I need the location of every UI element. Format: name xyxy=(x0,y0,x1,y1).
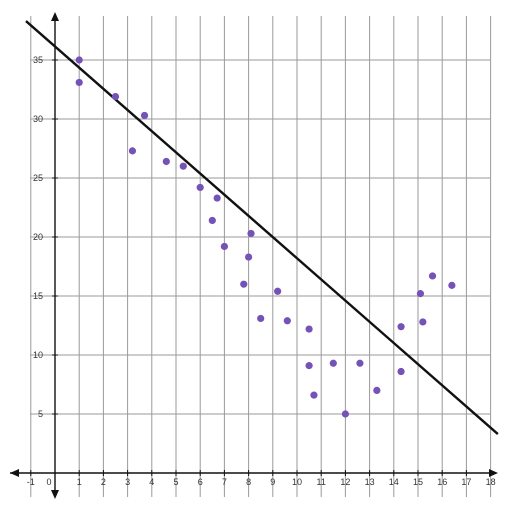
x-tick-label-5: 5 xyxy=(173,477,178,487)
data-point-6 xyxy=(162,157,170,166)
x-tick-label-13: 13 xyxy=(365,477,375,487)
data-point-4 xyxy=(128,147,137,155)
data-point-2 xyxy=(75,78,83,87)
data-point-8 xyxy=(196,183,204,192)
x-tick-label-8: 8 xyxy=(246,477,251,487)
data-point-7 xyxy=(179,162,187,170)
data-points xyxy=(75,56,456,418)
data-point-16 xyxy=(274,287,282,295)
x-tick-label--1: -1 xyxy=(27,477,35,487)
data-point-19 xyxy=(305,362,313,370)
data-point-18 xyxy=(305,325,313,333)
x-tick-label-16: 16 xyxy=(437,477,447,487)
data-point-12 xyxy=(240,280,248,288)
x-tick-label-15: 15 xyxy=(413,477,423,487)
y-tick-labels: 5 10 15 20 25 30 35 xyxy=(33,55,43,419)
data-point-21 xyxy=(329,359,337,367)
data-point-23 xyxy=(356,359,364,367)
y-tick-label-20: 20 xyxy=(33,232,43,242)
x-tick-label-11: 11 xyxy=(317,477,326,487)
data-point-14 xyxy=(247,229,255,238)
y-tick-label-15: 15 xyxy=(33,291,43,301)
data-point-24 xyxy=(373,386,381,394)
data-point-25 xyxy=(397,367,405,376)
y-tick-label-25: 25 xyxy=(33,173,43,183)
x-tick-label-4: 4 xyxy=(149,477,154,487)
y-tick-label-5: 5 xyxy=(38,409,43,419)
x-tick-label-6: 6 xyxy=(198,477,203,487)
data-point-27 xyxy=(416,290,425,298)
data-point-10 xyxy=(213,194,221,202)
x-tick-label-18: 18 xyxy=(486,477,496,487)
data-point-29 xyxy=(428,272,437,280)
y-tick-label-30: 30 xyxy=(33,114,43,124)
x-axis-arrow-right xyxy=(489,469,498,477)
x-axis-arrow-left xyxy=(10,469,19,477)
data-point-5 xyxy=(140,111,149,120)
data-point-30 xyxy=(448,281,456,289)
x-tick-label-7: 7 xyxy=(222,477,227,487)
x-tick-label-1: 1 xyxy=(77,477,82,487)
x-tick-labels: -1 0 1 2 3 4 5 6 7 8 9 10 11 12 13 14 15 16 17 18 xyxy=(27,477,496,487)
data-point-13 xyxy=(245,253,253,261)
y-axis-arrow-up xyxy=(51,12,59,21)
x-tick-label-10: 10 xyxy=(292,477,302,487)
y-tick-label-10: 10 xyxy=(33,350,43,360)
x-tick-label-3: 3 xyxy=(125,477,130,487)
x-tick-label-9: 9 xyxy=(270,477,275,487)
x-tick-label-14: 14 xyxy=(389,477,399,487)
data-point-28 xyxy=(419,318,427,326)
x-tick-label-2: 2 xyxy=(101,477,106,487)
data-point-22 xyxy=(341,410,349,418)
axes xyxy=(10,12,498,499)
data-point-3 xyxy=(111,92,120,101)
data-point-20 xyxy=(310,391,318,399)
data-point-11 xyxy=(220,242,228,251)
grid xyxy=(30,16,492,497)
data-point-26 xyxy=(397,323,405,331)
y-axis-arrow-down xyxy=(51,490,59,499)
data-point-1 xyxy=(75,56,83,64)
trend-line-group xyxy=(25,20,499,435)
y-tick-label-35: 35 xyxy=(33,55,43,65)
trend-line xyxy=(25,20,499,435)
data-point-15 xyxy=(257,314,265,323)
data-point-9 xyxy=(208,216,216,225)
x-tick-label-0: 0 xyxy=(46,477,51,487)
data-point-17 xyxy=(283,317,291,325)
x-tick-label-17: 17 xyxy=(461,477,471,487)
x-tick-label-12: 12 xyxy=(340,477,350,487)
